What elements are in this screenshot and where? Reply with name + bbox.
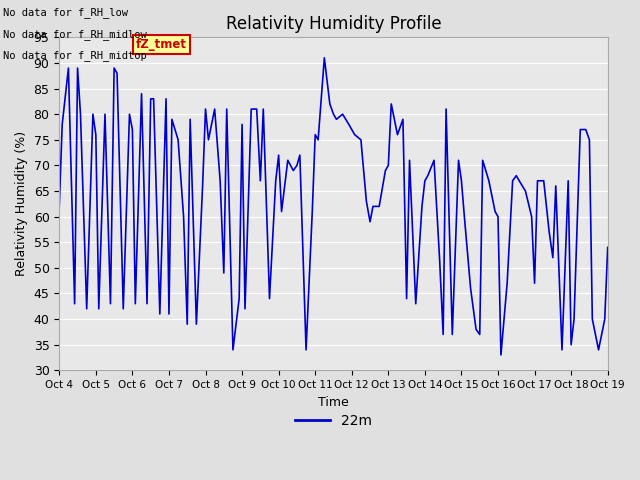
Text: No data for f_RH_low: No data for f_RH_low — [3, 7, 128, 18]
X-axis label: Time: Time — [318, 396, 349, 408]
Legend: 22m: 22m — [289, 408, 378, 433]
Text: No data for f_RH_midlow: No data for f_RH_midlow — [3, 29, 147, 40]
Title: Relativity Humidity Profile: Relativity Humidity Profile — [226, 15, 442, 33]
Text: No data for f_RH_midtop: No data for f_RH_midtop — [3, 50, 147, 61]
Text: fZ_tmet: fZ_tmet — [136, 37, 187, 50]
Y-axis label: Relativity Humidity (%): Relativity Humidity (%) — [15, 131, 28, 276]
